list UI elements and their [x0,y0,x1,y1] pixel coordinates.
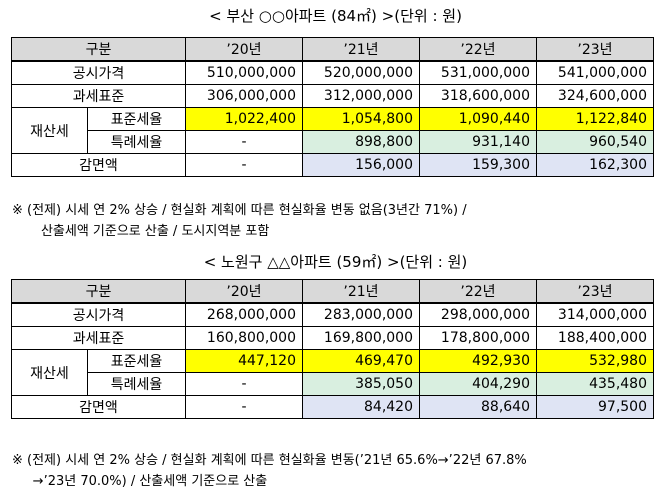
table-row: 감면액 - 84,420 88,640 97,500 [11,395,654,419]
table-2-title: < 노원구 △△아파트 (59㎡) >(단위 : 원) [203,253,468,271]
row-label-special-rate: 특례세율 [87,372,186,396]
cell: 188,400,000 [536,326,654,350]
row-label-tax-base: 과세표준 [11,84,186,108]
cell: 268,000,000 [185,302,303,327]
table-row: 구분 ’20년 ’21년 ’22년 ’23년 [11,279,654,304]
cell: 520,000,000 [302,60,420,85]
cell: 318,600,000 [419,84,537,108]
year-header: ’21년 [302,279,420,304]
table-2: 구분 ’20년 ’21년 ’22년 ’23년 공시가격 268,000,000 … [11,279,654,419]
year-header: ’23년 [536,279,654,304]
cell: 492,930 [419,349,537,373]
cell: 898,800 [302,130,420,154]
cell: 1,090,440 [419,107,537,131]
cell: 298,000,000 [419,302,537,327]
row-label-standard-rate: 표준세율 [87,107,186,131]
cell: 447,120 [185,349,303,373]
cell: - [185,372,303,396]
table-1-title: < 부산 ○○아파트 (84㎡) >(단위 : 원) [209,7,462,25]
cell: 156,000 [302,153,420,177]
row-label-tax-base: 과세표준 [11,326,186,350]
cell: 162,300 [536,153,654,177]
year-header: ’20년 [185,279,303,304]
table-1-note: ※ (전제) 시세 연 2% 상승 / 현실화 계획에 따른 현실화율 변동 없… [12,203,467,239]
cell: 178,800,000 [419,326,537,350]
cell: 84,420 [302,395,420,419]
header-label: 구분 [11,37,186,62]
cell: 312,000,000 [302,84,420,108]
row-label-standard-rate: 표준세율 [87,349,186,373]
cell: 931,140 [419,130,537,154]
cell: 435,480 [536,372,654,396]
year-header: ’22년 [419,37,537,62]
row-label-public-price: 공시가격 [11,60,186,85]
table-row: 과세표준 306,000,000 312,000,000 318,600,000… [11,84,654,108]
cell: 314,000,000 [536,302,654,327]
table-row: 공시가격 510,000,000 520,000,000 531,000,000… [11,60,654,85]
year-header: ’23년 [536,37,654,62]
cell: 1,122,840 [536,107,654,131]
table-row: 재산세 표준세율 447,120 469,470 492,930 532,980 [11,349,654,396]
year-header: ’20년 [185,37,303,62]
table-row: 재산세 표준세율 1,022,400 1,054,800 1,090,440 1… [11,107,654,154]
table-1: 구분 ’20년 ’21년 ’22년 ’23년 공시가격 510,000,000 … [11,37,654,177]
cell: 159,300 [419,153,537,177]
cell: 469,470 [302,349,420,373]
cell: 510,000,000 [185,60,303,85]
table-2-note: ※ (전제) 시세 연 2% 상승 / 현실화 계획에 따른 현실화율 변동(’… [12,453,527,489]
table-row: 구분 ’20년 ’21년 ’22년 ’23년 [11,37,654,62]
row-group-property-tax: 재산세 [11,349,88,396]
cell: 324,600,000 [536,84,654,108]
cell: 385,050 [302,372,420,396]
cell: 97,500 [536,395,654,419]
cell: 88,640 [419,395,537,419]
table-row: 특례세율 - 898,800 931,140 960,540 [12,130,654,154]
cell: 960,540 [536,130,654,154]
cell: 531,000,000 [419,60,537,85]
cell: 404,290 [419,372,537,396]
cell: 160,800,000 [185,326,303,350]
cell: 1,054,800 [302,107,420,131]
cell: 532,980 [536,349,654,373]
cell: - [185,395,303,419]
row-group-property-tax: 재산세 [11,107,88,154]
cell: 283,000,000 [302,302,420,327]
table-row: 공시가격 268,000,000 283,000,000 298,000,000… [11,302,654,327]
cell: - [185,153,303,177]
table-row: 감면액 - 156,000 159,300 162,300 [11,153,654,177]
cell: 541,000,000 [536,60,654,85]
year-header: ’21년 [302,37,420,62]
row-label-reduction: 감면액 [11,153,186,177]
header-label: 구분 [11,279,186,304]
table-row: 특례세율 - 385,050 404,290 435,480 [12,372,654,396]
row-label-reduction: 감면액 [11,395,186,419]
table-row: 과세표준 160,800,000 169,800,000 178,800,000… [11,326,654,350]
cell: 306,000,000 [185,84,303,108]
row-label-special-rate: 특례세율 [87,130,186,154]
cell: - [185,130,303,154]
cell: 1,022,400 [185,107,303,131]
year-header: ’22년 [419,279,537,304]
row-label-public-price: 공시가격 [11,302,186,327]
cell: 169,800,000 [302,326,420,350]
